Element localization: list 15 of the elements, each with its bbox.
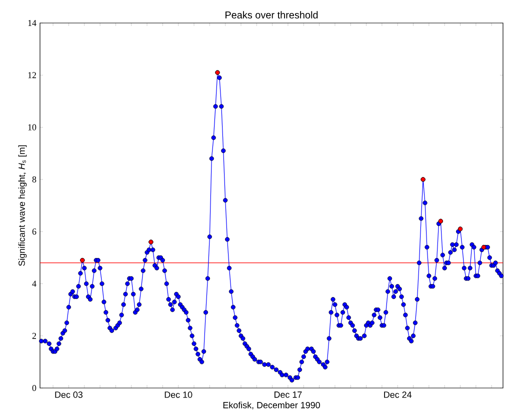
y-axis-title: Significant wave height, H$_{s}$ [m] bbox=[18, 145, 27, 266]
chart-title: Peaks over threshold bbox=[226, 11, 318, 18]
y-tick-label: 8 bbox=[32, 176, 36, 182]
x-tick-label: Dec 17 bbox=[274, 392, 302, 398]
y-tick-label: 2 bbox=[32, 332, 36, 339]
y-tick-label: 4 bbox=[32, 280, 36, 287]
y-tick-label: 0 bbox=[32, 384, 36, 392]
x-tick-label: Dec 24 bbox=[384, 392, 412, 398]
y-tick-label: 14 bbox=[28, 20, 36, 26]
y-tick-label: 12 bbox=[28, 72, 36, 78]
y-tick-label: 10 bbox=[28, 124, 36, 130]
y-tick-label: 6 bbox=[32, 228, 36, 235]
x-axis-title: Ekofisk, December 1990 bbox=[223, 402, 320, 410]
x-tick-label: Dec 03 bbox=[55, 392, 83, 398]
x-tick-label: Dec 10 bbox=[164, 392, 192, 398]
